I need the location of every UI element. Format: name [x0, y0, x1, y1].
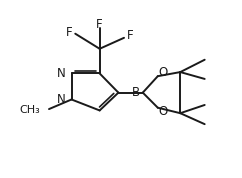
- Text: N: N: [57, 93, 66, 106]
- Text: F: F: [127, 28, 134, 42]
- Text: B: B: [132, 86, 140, 99]
- Text: O: O: [159, 105, 168, 118]
- Text: O: O: [159, 66, 168, 79]
- Text: F: F: [65, 26, 72, 39]
- Text: F: F: [96, 18, 103, 31]
- Text: N: N: [57, 67, 66, 80]
- Text: CH₃: CH₃: [20, 105, 41, 116]
